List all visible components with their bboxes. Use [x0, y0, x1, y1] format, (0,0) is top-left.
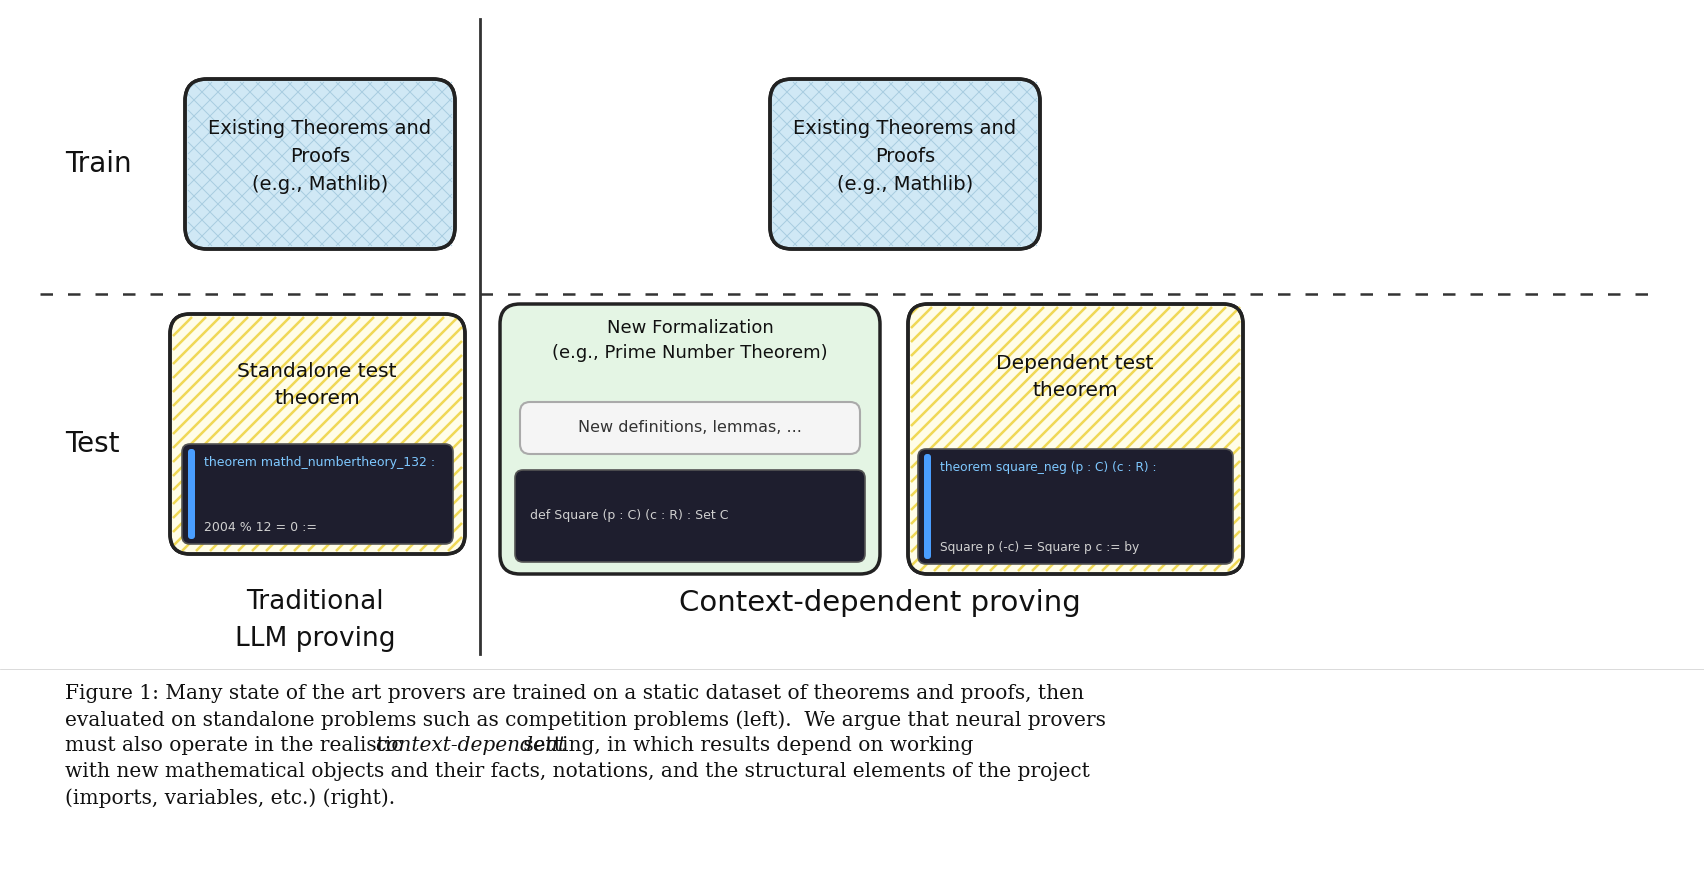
Text: evaluated on standalone problems such as competition problems (left).  We argue : evaluated on standalone problems such as… — [65, 710, 1106, 729]
Text: setting, in which results depend on working: setting, in which results depend on work… — [516, 736, 973, 755]
Text: context-dependent: context-dependent — [375, 736, 566, 755]
Text: theorem square_neg (p : C) (c : R) :: theorem square_neg (p : C) (c : R) : — [941, 461, 1157, 474]
Text: Test: Test — [65, 430, 119, 458]
FancyBboxPatch shape — [186, 79, 455, 249]
Text: Context-dependent proving: Context-dependent proving — [680, 589, 1080, 617]
Text: Existing Theorems and
Proofs
(e.g., Mathlib): Existing Theorems and Proofs (e.g., Math… — [794, 118, 1017, 194]
Text: Existing Theorems and
Proofs
(e.g., Mathlib): Existing Theorems and Proofs (e.g., Math… — [208, 118, 431, 194]
Text: with new mathematical objects and their facts, notations, and the structural ele: with new mathematical objects and their … — [65, 762, 1091, 781]
Text: (imports, variables, etc.) (right).: (imports, variables, etc.) (right). — [65, 788, 395, 808]
FancyBboxPatch shape — [520, 402, 861, 454]
FancyBboxPatch shape — [924, 454, 930, 559]
Text: New definitions, lemmas, ...: New definitions, lemmas, ... — [578, 421, 803, 436]
Text: 2004 % 12 = 0 :=: 2004 % 12 = 0 := — [204, 521, 317, 534]
FancyBboxPatch shape — [182, 444, 453, 544]
FancyBboxPatch shape — [499, 304, 879, 574]
FancyBboxPatch shape — [918, 449, 1234, 564]
FancyBboxPatch shape — [908, 304, 1242, 574]
FancyBboxPatch shape — [187, 449, 194, 539]
Text: Figure 1: Many state of the art provers are trained on a static dataset of theor: Figure 1: Many state of the art provers … — [65, 684, 1084, 703]
Text: theorem mathd_numbertheory_132 :: theorem mathd_numbertheory_132 : — [204, 456, 435, 469]
Text: Standalone test
theorem: Standalone test theorem — [237, 362, 397, 408]
Text: def Square (p : C) (c : R) : Set C: def Square (p : C) (c : R) : Set C — [530, 509, 729, 522]
Text: LLM proving: LLM proving — [235, 626, 395, 652]
Text: Train: Train — [65, 150, 131, 178]
Text: Square p (-c) = Square p c := by: Square p (-c) = Square p c := by — [941, 541, 1140, 554]
FancyBboxPatch shape — [770, 79, 1039, 249]
Text: Dependent test
theorem: Dependent test theorem — [997, 354, 1154, 400]
Text: New Formalization
(e.g., Prime Number Theorem): New Formalization (e.g., Prime Number Th… — [552, 319, 828, 362]
FancyBboxPatch shape — [170, 314, 465, 554]
FancyBboxPatch shape — [515, 470, 866, 562]
Text: must also operate in the realistic: must also operate in the realistic — [65, 736, 409, 755]
Text: Traditional: Traditional — [245, 589, 383, 615]
